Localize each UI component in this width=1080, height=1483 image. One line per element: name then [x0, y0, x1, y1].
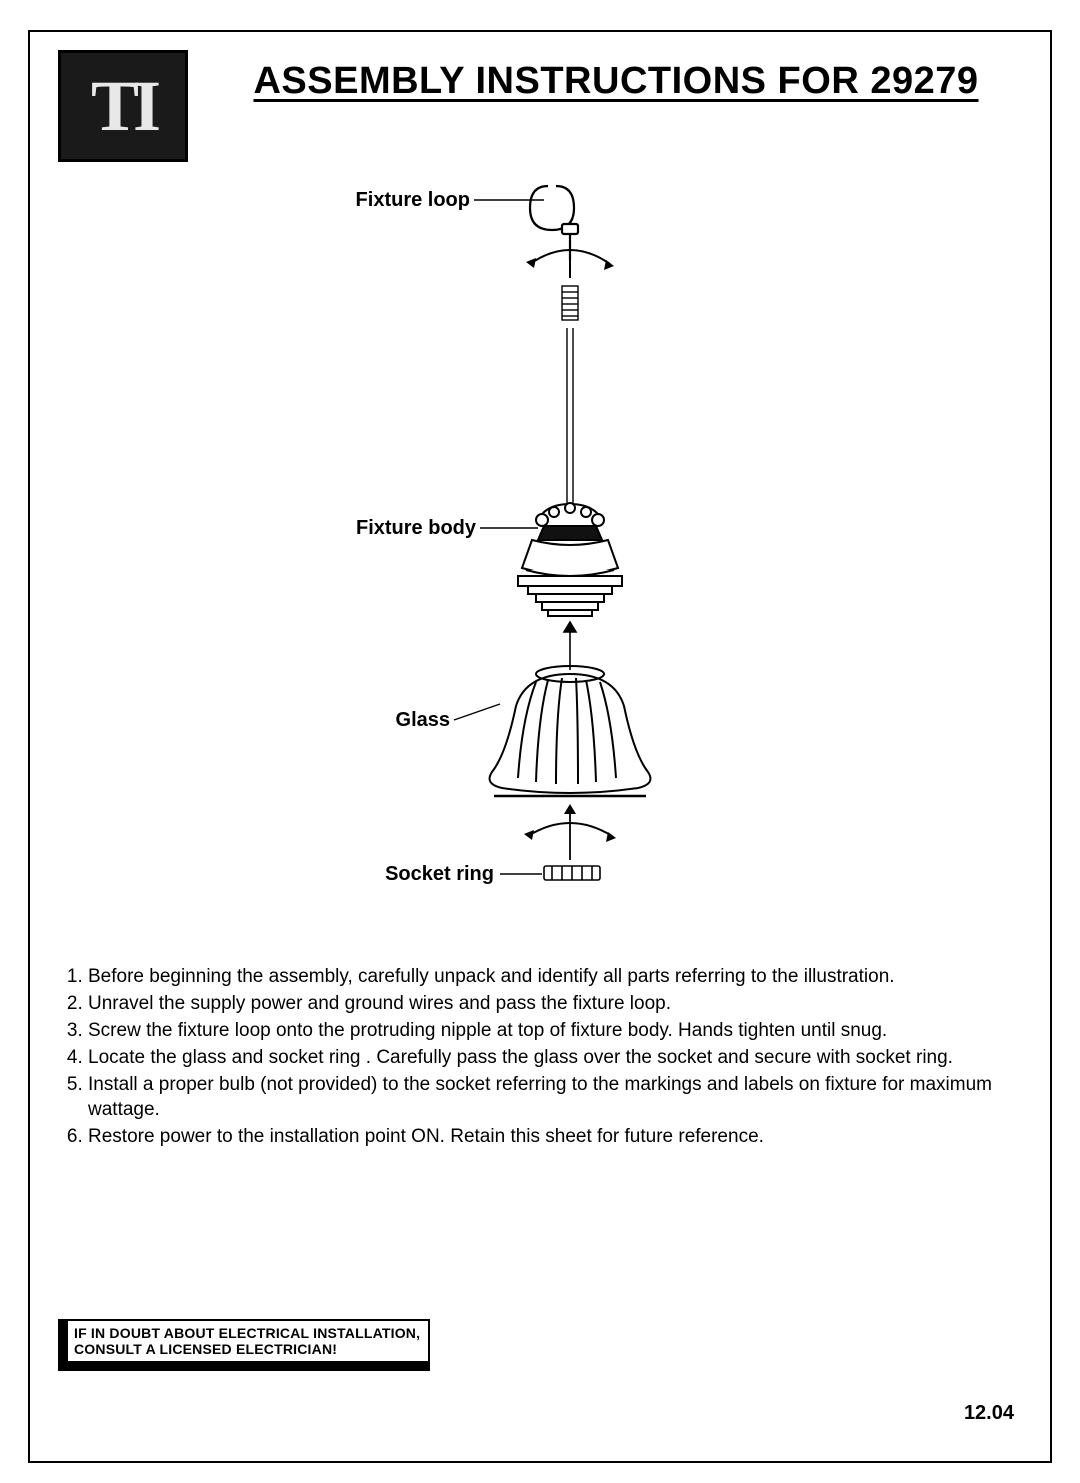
list-item: Install a proper bulb (not provided) to … [88, 1072, 1022, 1122]
fixture-loop-icon [530, 186, 578, 260]
instruction-list: Before beginning the assembly, carefully… [58, 964, 1022, 1150]
warning-box: IF IN DOUBT ABOUT ELECTRICAL INSTALLATIO… [58, 1319, 430, 1371]
warning-line-2: CONSULT A LICENSED ELECTRICIAN! [74, 1341, 420, 1357]
page-frame: TI ASSEMBLY INSTRUCTIONS FOR 29279 Fixtu… [28, 30, 1052, 1463]
list-item: Before beginning the assembly, carefully… [88, 964, 1022, 989]
up-arrow-1-icon [564, 622, 576, 670]
page: TI ASSEMBLY INSTRUCTIONS FOR 29279 Fixtu… [0, 0, 1080, 1483]
diagram-wrap: Fixture loop [58, 168, 1022, 928]
fixture-body-icon [518, 503, 622, 616]
label-socket-ring: Socket ring [385, 863, 494, 885]
warning-line-1: IF IN DOUBT ABOUT ELECTRICAL INSTALLATIO… [74, 1325, 420, 1341]
glass-icon [490, 666, 651, 796]
logo: TI [58, 50, 188, 162]
list-item: Screw the fixture loop onto the protrudi… [88, 1018, 1022, 1043]
page-title: ASSEMBLY INSTRUCTIONS FOR 29279 [253, 60, 978, 103]
label-glass: Glass [396, 709, 450, 731]
list-item: Unravel the supply power and ground wire… [88, 991, 1022, 1016]
header: TI ASSEMBLY INSTRUCTIONS FOR 29279 [58, 50, 1022, 162]
rotate-arrow-icon [526, 250, 614, 278]
assembly-diagram: Fixture loop [260, 168, 820, 928]
label-fixture-body: Fixture body [356, 517, 477, 539]
logo-text: TI [91, 70, 155, 142]
list-item: Restore power to the installation point … [88, 1124, 1022, 1149]
nipple-icon [562, 286, 578, 320]
stem-icon [567, 328, 573, 516]
diagram-svg: Fixture loop [260, 168, 820, 928]
list-item: Locate the glass and socket ring . Caref… [88, 1045, 1022, 1070]
socket-ring-icon [544, 866, 600, 880]
rotate-arrow-2-icon [524, 804, 616, 860]
title-wrap: ASSEMBLY INSTRUCTIONS FOR 29279 [210, 60, 1022, 103]
footer-date: 12.04 [964, 1402, 1014, 1425]
label-fixture-loop: Fixture loop [356, 189, 470, 211]
